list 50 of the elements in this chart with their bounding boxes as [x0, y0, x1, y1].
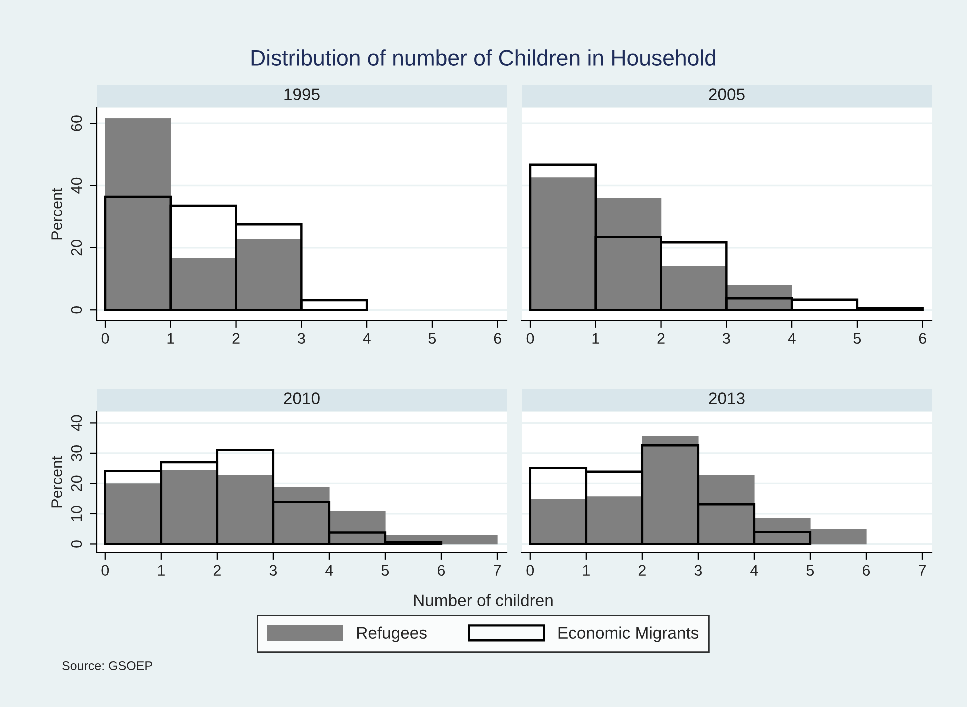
y-tick-label: 10 [71, 506, 82, 522]
legend-label: Refugees [358, 626, 427, 642]
y-tick-label: 0 [71, 540, 82, 548]
x-tick-label: 3 [723, 333, 730, 344]
x-tick-label: 6 [862, 565, 870, 576]
x-tick-label: 5 [428, 333, 436, 344]
x-tick-label: 5 [854, 333, 862, 344]
x-tick-label: 1 [158, 565, 165, 576]
source-note: Source: GSOEP [62, 662, 152, 670]
x-tick-label: 2 [232, 333, 240, 344]
x-tick-label: 3 [270, 565, 278, 576]
x-tick-label: 7 [494, 565, 501, 576]
x-tick-label: 5 [382, 565, 390, 576]
x-tick-label: 1 [592, 333, 600, 344]
y-tick-label: 40 [71, 178, 82, 194]
x-tick-label: 6 [438, 565, 446, 576]
x-tick-label: 3 [694, 565, 702, 576]
y-tick-label: 20 [71, 240, 82, 256]
y-tick-label: 0 [71, 306, 82, 314]
x-tick-label: 2 [638, 565, 646, 576]
x-tick-label: 0 [526, 333, 534, 344]
x-tick-label: 0 [102, 333, 110, 344]
chart-title: 2005 [709, 88, 745, 100]
chart-title: 1995 [284, 88, 320, 100]
y-tick-label: 30 [71, 446, 82, 462]
chart-title: 2010 [284, 392, 320, 404]
x-tick-label: 6 [494, 333, 502, 344]
x-tick-label: 4 [788, 333, 796, 344]
x-tick-label: 4 [363, 333, 371, 344]
y-axis-title: Percent [52, 188, 62, 240]
y-axis-title: Percent [52, 456, 62, 508]
x-tick-label: 1 [168, 333, 174, 344]
y-tick-label: 60 [71, 116, 82, 132]
x-tick-label: 4 [750, 565, 758, 576]
x-tick-label: 2 [658, 333, 665, 344]
legend-label: Economic Migrants [558, 626, 699, 642]
x-tick-label: 0 [102, 565, 110, 576]
x-tick-label: 0 [526, 565, 534, 576]
x-tick-label: 1 [583, 565, 590, 576]
x-tick-label: 4 [326, 565, 334, 576]
text: Distribution of number of Children in Household [252, 50, 716, 66]
x-tick-label: 3 [298, 333, 306, 344]
x-axis-title: Number of children [414, 594, 553, 606]
x-tick-label: 7 [919, 565, 926, 576]
x-tick-label: 2 [214, 565, 221, 576]
y-tick-label: 20 [71, 476, 82, 492]
x-tick-label: 5 [806, 565, 814, 576]
y-tick-label: 40 [71, 415, 82, 432]
chart-title: 2013 [709, 392, 745, 404]
x-tick-label: 6 [919, 333, 926, 344]
